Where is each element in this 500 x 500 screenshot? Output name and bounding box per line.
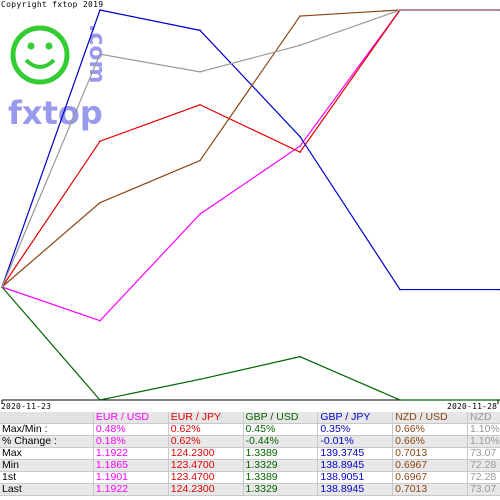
column-header: EUR / JPY [168, 412, 244, 424]
table-row: Min 1.1865 123.4700 1.3329 138.8945 0.6967 72.… [0, 459, 500, 472]
data-point [99, 53, 101, 56]
table-cell: 1.10% [467, 423, 500, 436]
smiley-eye-right [45, 42, 53, 50]
smiley-mouth [24, 58, 56, 69]
table-cell: 0.35% [317, 423, 394, 436]
logo-text: fxtop [8, 94, 103, 132]
table-cell: 124.2300 [168, 447, 244, 460]
data-point [299, 145, 301, 147]
x-axis-end-label: 2020-11-28 [447, 402, 498, 411]
data-point [299, 135, 301, 138]
smiley-face-icon [10, 25, 70, 85]
table-row: Max 1.1922 124.2300 1.3389 139.3745 0.7013 73.… [0, 447, 500, 460]
table-cell: -0.01% [317, 435, 394, 448]
table-cell: 1.3389 [243, 471, 319, 484]
row-label: Max [0, 447, 94, 460]
table-cell: 1.3329 [243, 459, 319, 472]
series-line-eur-jpy [1, 9, 500, 288]
data-point [299, 355, 301, 358]
column-header: NZD [467, 412, 500, 424]
series-layer [1, 9, 500, 401]
table-cell: 73.07 [467, 483, 500, 496]
table-cell: 138.9051 [317, 471, 394, 484]
series-line-nzd-jpy [1, 9, 500, 288]
table-cell: 72.28 [467, 471, 500, 484]
row-label: Max/Min : [0, 423, 94, 436]
table-cell: 1.1865 [93, 459, 169, 472]
data-point [399, 288, 401, 291]
x-axis-start-label: 2020-11-23 [1, 402, 52, 411]
table-row: Max/Min :0.48% 0.62% 0.45% 0.35% 0.66% 1.10% [0, 423, 500, 436]
data-point [199, 378, 201, 381]
data-point [99, 201, 101, 204]
data-point [399, 9, 401, 11]
row-label: % Change : [0, 435, 94, 448]
table-corner-cell [0, 412, 94, 424]
table-cell: 0.66% [392, 423, 468, 436]
table-cell: 1.10% [467, 435, 500, 448]
table-cell: 138.8945 [317, 459, 394, 472]
data-point [199, 103, 201, 106]
series-line-gbp-jpy [1, 9, 500, 291]
data-point [99, 9, 101, 11]
data-point [99, 140, 101, 143]
row-label: Min [0, 459, 94, 472]
table-cell: 1.1922 [93, 483, 169, 496]
table-cell: -0.44% [243, 435, 319, 448]
table-cell: 0.18% [93, 435, 169, 448]
table-cell: 139.3745 [317, 447, 394, 460]
line-chart: fxtop .com [1, 9, 500, 404]
table-cell: 138.8945 [317, 483, 394, 496]
copyright-text: Copyright fxtop 2019 [1, 0, 104, 9]
series-line-eur-usd [1, 9, 500, 322]
data-point [299, 44, 301, 47]
series-line-gbp-usd [1, 286, 500, 401]
column-header: GBP / JPY [317, 412, 394, 424]
table-cell: 1.3389 [243, 447, 319, 460]
row-label: 1st [0, 471, 94, 484]
table-cell: 124.2300 [168, 483, 244, 496]
table-cell: 1.1922 [93, 447, 169, 460]
table-cell: 1.1901 [93, 471, 169, 484]
table-cell: 123.4700 [168, 459, 244, 472]
data-point [299, 151, 301, 153]
smiley-eye-left [27, 42, 35, 50]
table-cell: 0.6967 [392, 471, 468, 484]
column-header: NZD / USD [392, 412, 468, 424]
data-point [99, 319, 101, 322]
table-cell: 0.6967 [392, 459, 468, 472]
column-header: EUR / USD [93, 412, 169, 424]
table-cell: 123.4700 [168, 471, 244, 484]
data-point [199, 71, 201, 73]
data-point [399, 399, 401, 401]
table-row: 1st 1.1901 123.4700 1.3389 138.9051 0.6967 72.… [0, 471, 500, 484]
data-point [199, 213, 201, 215]
table-row: Last 1.1922 124.2300 1.3329 138.8945 0.7013 73… [0, 483, 500, 496]
table-cell: 0.7013 [392, 483, 468, 496]
data-point [1, 286, 3, 288]
column-header: GBP / USD [243, 412, 319, 424]
table-cell: 0.48% [93, 423, 169, 436]
table-cell: 0.62% [168, 435, 244, 448]
fxtop-logo: fxtop .com [8, 24, 109, 132]
table-row: % Change :0.18% 0.62% -0.44% -0.01% 0.66% 1.1… [0, 435, 500, 448]
table-header-row: EUR / USD EUR / JPY GBP / USD GBP / JPY NZD … [0, 412, 500, 424]
row-label: Last [0, 483, 94, 496]
logo-com-text: .com [84, 24, 109, 83]
data-point [199, 159, 201, 162]
data-point [99, 399, 101, 401]
data-point [299, 15, 301, 17]
data-point [199, 29, 201, 32]
table-cell: 0.66% [392, 435, 468, 448]
table-cell: 1.3329 [243, 483, 319, 496]
stats-table: EUR / USD EUR / JPY GBP / USD GBP / JPY NZD … [0, 412, 500, 496]
table-cell: 0.62% [168, 423, 244, 436]
table-cell: 72.28 [467, 459, 500, 472]
table-cell: 0.7013 [392, 447, 468, 460]
table-cell: 0.45% [243, 423, 319, 436]
series-line-nzd-usd [1, 9, 500, 288]
table-cell: 73.07 [467, 447, 500, 460]
